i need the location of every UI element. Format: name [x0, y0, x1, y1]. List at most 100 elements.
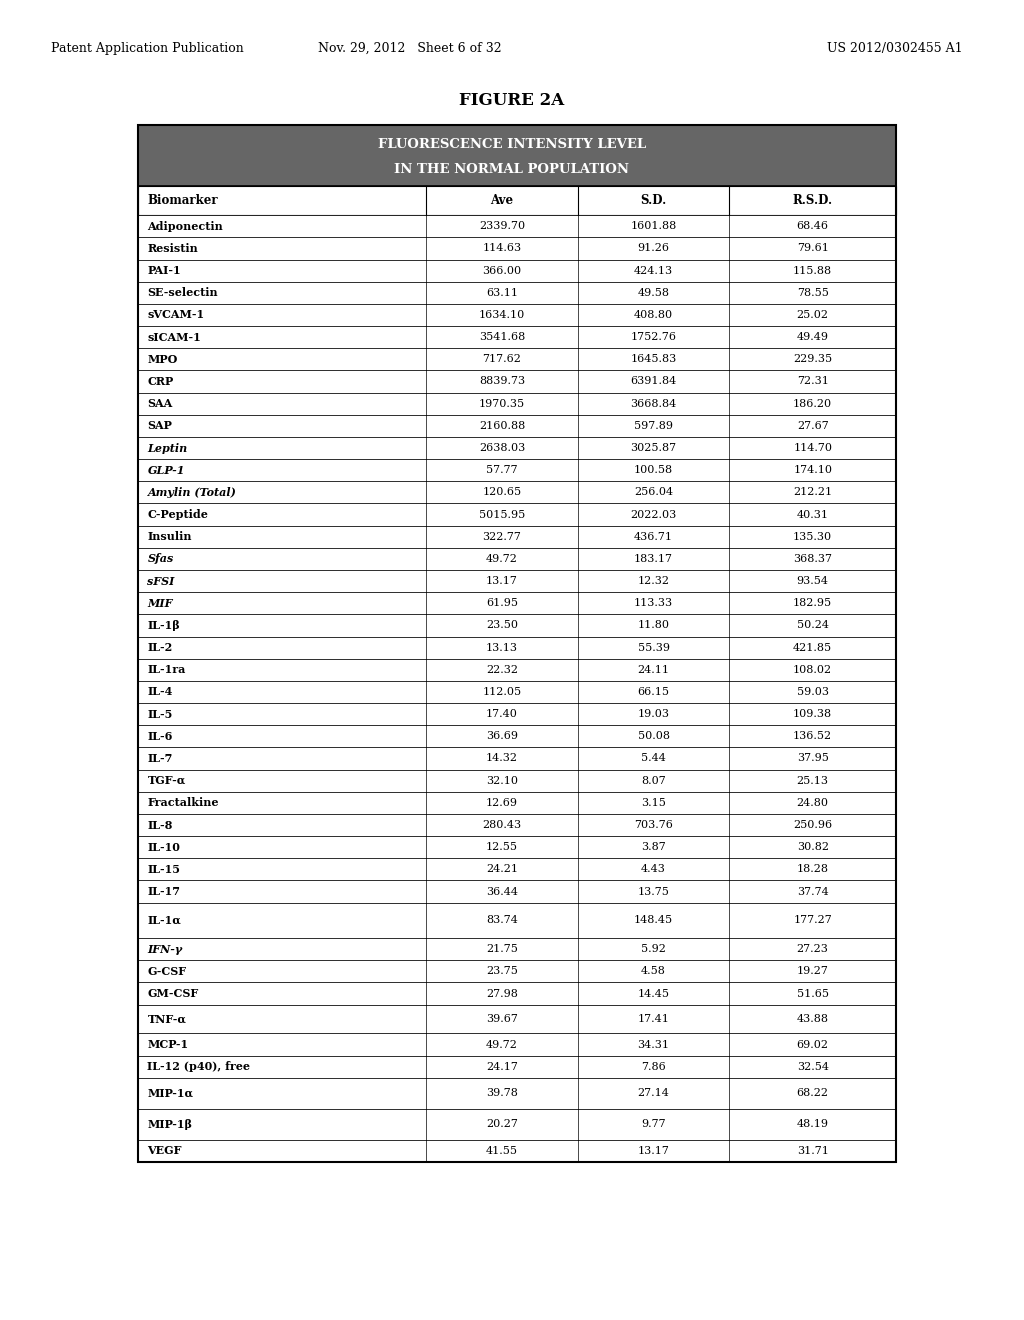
Text: 1645.83: 1645.83	[631, 354, 677, 364]
Text: 212.21: 212.21	[793, 487, 833, 498]
Text: sVCAM-1: sVCAM-1	[147, 309, 205, 321]
Text: IL-5: IL-5	[147, 709, 173, 719]
Text: 14.32: 14.32	[486, 754, 518, 763]
Text: 11.80: 11.80	[638, 620, 670, 631]
Text: US 2012/0302455 A1: US 2012/0302455 A1	[827, 42, 963, 55]
Text: 49.72: 49.72	[486, 1040, 518, 1049]
Text: 6391.84: 6391.84	[631, 376, 677, 387]
Text: 79.61: 79.61	[797, 243, 828, 253]
Text: IL-8: IL-8	[147, 820, 173, 830]
Text: 408.80: 408.80	[634, 310, 673, 319]
Text: R.S.D.: R.S.D.	[793, 194, 833, 207]
Text: 18.28: 18.28	[797, 865, 828, 874]
Text: 182.95: 182.95	[793, 598, 833, 609]
Text: MIP-1α: MIP-1α	[147, 1088, 194, 1098]
Text: 68.22: 68.22	[797, 1088, 828, 1098]
Text: 36.69: 36.69	[486, 731, 518, 742]
Text: 32.54: 32.54	[797, 1061, 828, 1072]
Text: 50.08: 50.08	[638, 731, 670, 742]
Text: 109.38: 109.38	[793, 709, 833, 719]
Text: IL-1α: IL-1α	[147, 915, 181, 925]
Text: 21.75: 21.75	[486, 944, 518, 954]
Text: 1601.88: 1601.88	[631, 222, 677, 231]
Text: Insulin: Insulin	[147, 531, 191, 543]
Text: 91.26: 91.26	[638, 243, 670, 253]
Text: 61.95: 61.95	[486, 598, 518, 609]
Text: 113.33: 113.33	[634, 598, 673, 609]
Text: 717.62: 717.62	[482, 354, 521, 364]
Text: G-CSF: G-CSF	[147, 966, 186, 977]
Text: 19.03: 19.03	[638, 709, 670, 719]
Text: IL-12 (p40), free: IL-12 (p40), free	[147, 1061, 251, 1072]
Text: 177.27: 177.27	[794, 915, 833, 925]
Text: 115.88: 115.88	[793, 265, 833, 276]
Text: TNF-α: TNF-α	[147, 1014, 186, 1024]
Text: MIP-1β: MIP-1β	[147, 1119, 193, 1130]
Text: 59.03: 59.03	[797, 686, 828, 697]
Text: 1970.35: 1970.35	[479, 399, 525, 409]
Text: 2160.88: 2160.88	[479, 421, 525, 430]
Text: 17.40: 17.40	[486, 709, 518, 719]
Text: 83.74: 83.74	[486, 915, 518, 925]
Text: Adiponectin: Adiponectin	[147, 220, 223, 232]
Text: 114.70: 114.70	[794, 444, 833, 453]
Text: 3025.87: 3025.87	[631, 444, 677, 453]
Text: 256.04: 256.04	[634, 487, 673, 498]
Text: SE-selectin: SE-selectin	[147, 288, 218, 298]
Text: 68.46: 68.46	[797, 222, 828, 231]
Text: 5015.95: 5015.95	[479, 510, 525, 520]
Text: 32.10: 32.10	[486, 776, 518, 785]
Text: 17.41: 17.41	[638, 1014, 670, 1024]
Text: IL-6: IL-6	[147, 731, 173, 742]
Text: 183.17: 183.17	[634, 554, 673, 564]
Text: 13.13: 13.13	[486, 643, 518, 652]
Text: 31.71: 31.71	[797, 1146, 828, 1156]
Text: Leptin: Leptin	[147, 442, 187, 454]
Text: 703.76: 703.76	[634, 820, 673, 830]
Text: 2638.03: 2638.03	[479, 444, 525, 453]
Text: 366.00: 366.00	[482, 265, 521, 276]
Text: 112.05: 112.05	[482, 686, 521, 697]
Text: 3.15: 3.15	[641, 797, 666, 808]
Text: Sfas: Sfas	[147, 553, 174, 565]
Text: IN THE NORMAL POPULATION: IN THE NORMAL POPULATION	[394, 162, 630, 176]
Text: 368.37: 368.37	[794, 554, 833, 564]
Text: 37.95: 37.95	[797, 754, 828, 763]
Text: 23.50: 23.50	[486, 620, 518, 631]
Text: 1634.10: 1634.10	[479, 310, 525, 319]
Text: 5.92: 5.92	[641, 944, 666, 954]
Text: 4.58: 4.58	[641, 966, 666, 977]
Text: FLUORESCENCE INTENSITY LEVEL: FLUORESCENCE INTENSITY LEVEL	[378, 139, 646, 152]
Text: 63.11: 63.11	[486, 288, 518, 298]
Text: IL-1ra: IL-1ra	[147, 664, 185, 676]
Text: 8839.73: 8839.73	[479, 376, 525, 387]
Text: 24.17: 24.17	[486, 1061, 518, 1072]
Text: 49.58: 49.58	[638, 288, 670, 298]
Text: 34.31: 34.31	[638, 1040, 670, 1049]
Text: sICAM-1: sICAM-1	[147, 331, 201, 343]
Text: IL-17: IL-17	[147, 886, 180, 898]
Text: 8.07: 8.07	[641, 776, 666, 785]
Text: 3541.68: 3541.68	[479, 333, 525, 342]
Text: 24.11: 24.11	[638, 665, 670, 675]
Text: 9.77: 9.77	[641, 1119, 666, 1130]
Text: Fractalkine: Fractalkine	[147, 797, 219, 808]
Text: Resistin: Resistin	[147, 243, 199, 253]
Text: 27.67: 27.67	[797, 421, 828, 430]
Text: 93.54: 93.54	[797, 576, 828, 586]
Text: 41.55: 41.55	[486, 1146, 518, 1156]
Text: MPO: MPO	[147, 354, 178, 364]
Text: 100.58: 100.58	[634, 465, 673, 475]
Text: 114.63: 114.63	[482, 243, 521, 253]
Text: 37.74: 37.74	[797, 887, 828, 896]
Text: 78.55: 78.55	[797, 288, 828, 298]
Text: 229.35: 229.35	[793, 354, 833, 364]
Text: S.D.: S.D.	[640, 194, 667, 207]
Text: MCP-1: MCP-1	[147, 1039, 188, 1049]
Text: 186.20: 186.20	[793, 399, 833, 409]
Text: 3.87: 3.87	[641, 842, 666, 853]
Text: IFN-γ: IFN-γ	[147, 944, 182, 954]
Text: 1752.76: 1752.76	[631, 333, 677, 342]
Text: 27.23: 27.23	[797, 944, 828, 954]
Text: GM-CSF: GM-CSF	[147, 989, 199, 999]
